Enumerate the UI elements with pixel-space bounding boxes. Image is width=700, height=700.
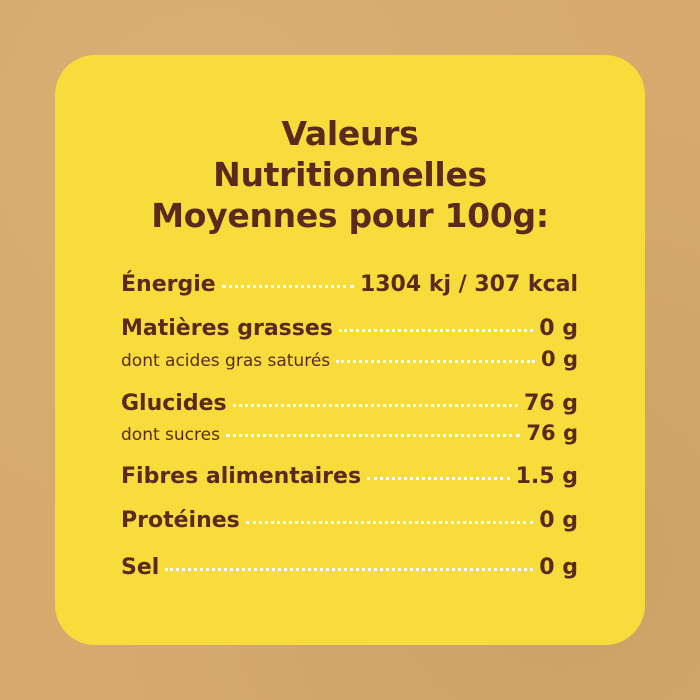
row-label: dont acides gras saturés xyxy=(121,351,331,371)
dot-leader xyxy=(165,568,534,571)
row-matieres-grasses: Matières grasses 0 g xyxy=(121,316,578,341)
nutrition-title: Valeurs Nutritionnelles Moyennes pour 10… xyxy=(0,113,700,236)
row-value: 76 g xyxy=(523,391,578,416)
dot-leader xyxy=(225,434,521,437)
row-label: Énergie xyxy=(121,272,216,297)
row-label: dont sucres xyxy=(121,425,220,445)
row-proteines: Protéines 0 g xyxy=(121,508,578,533)
row-fibres: Fibres alimentaires 1.5 g xyxy=(121,464,578,489)
row-label: Matières grasses xyxy=(121,316,333,341)
row-sucres: dont sucres 76 g xyxy=(121,421,578,445)
nutrition-card xyxy=(55,55,645,645)
row-value: 1304 kj / 307 kcal xyxy=(359,272,578,297)
row-label: Fibres alimentaires xyxy=(121,464,362,489)
title-line: Nutritionnelles xyxy=(213,155,487,194)
dot-leader xyxy=(221,285,354,288)
row-value: 1.5 g xyxy=(515,464,578,489)
dot-leader xyxy=(367,477,510,480)
dot-leader xyxy=(338,329,534,332)
dot-leader xyxy=(336,360,536,363)
row-energie: Énergie 1304 kj / 307 kcal xyxy=(121,272,578,297)
row-value: 76 g xyxy=(526,421,578,445)
title-line: Valeurs xyxy=(281,114,419,153)
row-value: 0 g xyxy=(539,555,578,580)
dot-leader xyxy=(245,521,534,524)
row-label: Glucides xyxy=(121,391,227,416)
title-line: Moyennes pour 100g: xyxy=(151,196,549,235)
row-glucides: Glucides 76 g xyxy=(121,391,578,416)
row-acides-gras-satures: dont acides gras saturés 0 g xyxy=(121,347,578,371)
row-value: 0 g xyxy=(541,347,578,371)
row-value: 0 g xyxy=(539,508,578,533)
row-sel: Sel 0 g xyxy=(121,555,578,580)
dot-leader xyxy=(232,404,518,407)
row-value: 0 g xyxy=(539,316,578,341)
row-label: Sel xyxy=(121,555,160,580)
row-label: Protéines xyxy=(121,508,240,533)
